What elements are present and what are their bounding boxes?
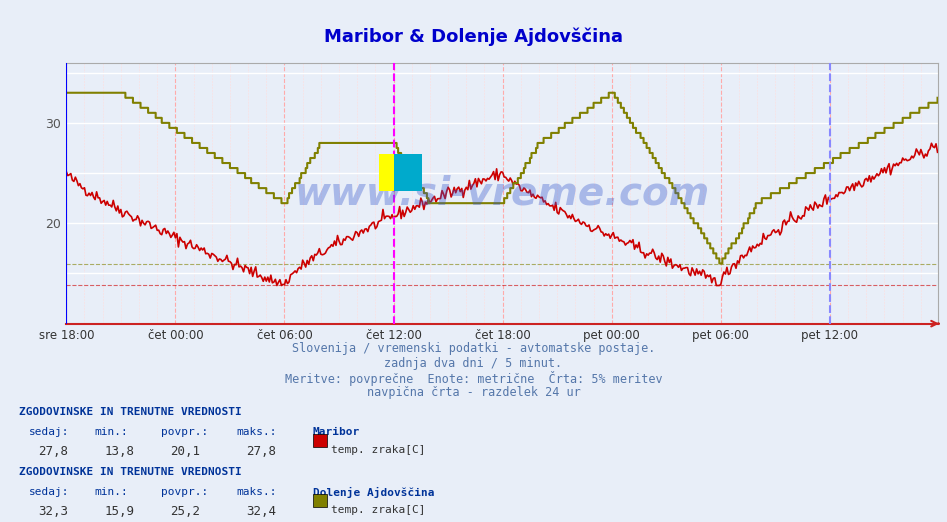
Text: ZGODOVINSKE IN TRENUTNE VREDNOSTI: ZGODOVINSKE IN TRENUTNE VREDNOSTI [19, 467, 241, 477]
Text: 32,4: 32,4 [246, 505, 277, 518]
Text: 20,1: 20,1 [170, 445, 201, 458]
Text: min.:: min.: [95, 487, 129, 497]
Text: 15,9: 15,9 [104, 505, 134, 518]
Text: povpr.:: povpr.: [161, 487, 208, 497]
Text: Maribor: Maribor [313, 427, 360, 437]
Text: 25,2: 25,2 [170, 505, 201, 518]
Text: sedaj:: sedaj: [28, 487, 69, 497]
Text: min.:: min.: [95, 427, 129, 437]
Text: sedaj:: sedaj: [28, 427, 69, 437]
Text: 13,8: 13,8 [104, 445, 134, 458]
Text: temp. zraka[C]: temp. zraka[C] [331, 445, 426, 455]
Text: maks.:: maks.: [237, 487, 277, 497]
Text: 27,8: 27,8 [246, 445, 277, 458]
Text: Dolenje Ajdovščina: Dolenje Ajdovščina [313, 487, 434, 498]
Text: 27,8: 27,8 [38, 445, 68, 458]
Text: Meritve: povprečne  Enote: metrične  Črta: 5% meritev: Meritve: povprečne Enote: metrične Črta:… [285, 371, 662, 386]
Text: navpična črta - razdelek 24 ur: navpična črta - razdelek 24 ur [366, 386, 581, 399]
Text: Slovenija / vremenski podatki - avtomatske postaje.: Slovenija / vremenski podatki - avtomats… [292, 342, 655, 355]
Text: zadnja dva dni / 5 minut.: zadnja dva dni / 5 minut. [384, 357, 563, 370]
Text: maks.:: maks.: [237, 427, 277, 437]
Text: 32,3: 32,3 [38, 505, 68, 518]
Text: Maribor & Dolenje Ajdovščina: Maribor & Dolenje Ajdovščina [324, 27, 623, 46]
Text: temp. zraka[C]: temp. zraka[C] [331, 505, 426, 515]
Text: ZGODOVINSKE IN TRENUTNE VREDNOSTI: ZGODOVINSKE IN TRENUTNE VREDNOSTI [19, 407, 241, 417]
Text: www.si-vreme.com: www.si-vreme.com [295, 174, 709, 212]
Text: povpr.:: povpr.: [161, 427, 208, 437]
